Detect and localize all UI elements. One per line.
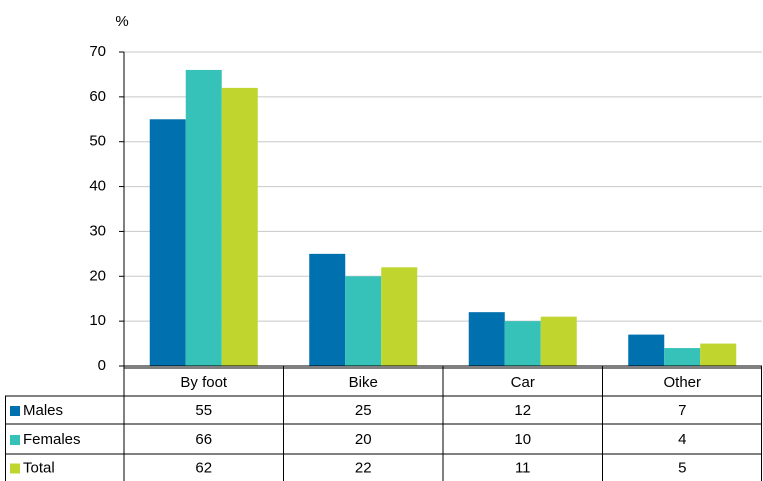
legend-swatch: [10, 406, 20, 416]
table-cell: 10: [514, 431, 531, 448]
bar: [504, 321, 541, 366]
table-cell: 11: [515, 459, 531, 476]
x-tick-label: By foot: [180, 374, 228, 391]
legend-swatch: [10, 463, 20, 474]
bar: [540, 316, 577, 366]
table-cell: 12: [514, 402, 531, 419]
legend-swatch: [10, 435, 20, 445]
y-tick-label: 40: [89, 178, 106, 195]
bar: [381, 267, 418, 366]
y-tick-label: 60: [89, 88, 106, 105]
table-cell: 25: [355, 402, 372, 419]
bar: [345, 276, 382, 366]
x-tick-label: Bike: [349, 374, 378, 391]
bar: [628, 334, 665, 366]
table-cell: 5: [678, 459, 686, 476]
y-tick-label: 10: [89, 312, 106, 329]
x-tick-label: Other: [663, 374, 701, 391]
bar: [664, 348, 701, 366]
y-tick-label: 50: [89, 133, 106, 150]
legend-label: Total: [23, 459, 55, 476]
x-tick-label: Car: [511, 374, 535, 391]
y-tick-label: 0: [98, 357, 106, 374]
y-axis-label: %: [115, 13, 128, 30]
table-cell: 20: [355, 431, 372, 448]
table-cell: 22: [355, 459, 372, 476]
table-cell: 7: [678, 402, 686, 419]
y-tick-label: 30: [89, 222, 106, 239]
bar: [149, 119, 186, 367]
table-cell: 4: [678, 431, 686, 448]
bar: [221, 87, 258, 366]
table-cell: 66: [195, 431, 212, 448]
bar: [185, 69, 222, 366]
bar: [309, 253, 346, 366]
y-tick-label: 20: [89, 267, 106, 284]
bar: [468, 312, 505, 366]
bar: [700, 343, 737, 366]
legend-label: Males: [23, 402, 63, 419]
y-tick-label: 70: [89, 43, 106, 60]
legend-label: Females: [23, 431, 81, 448]
table-cell: 62: [195, 459, 212, 476]
table-cell: 55: [195, 402, 212, 419]
